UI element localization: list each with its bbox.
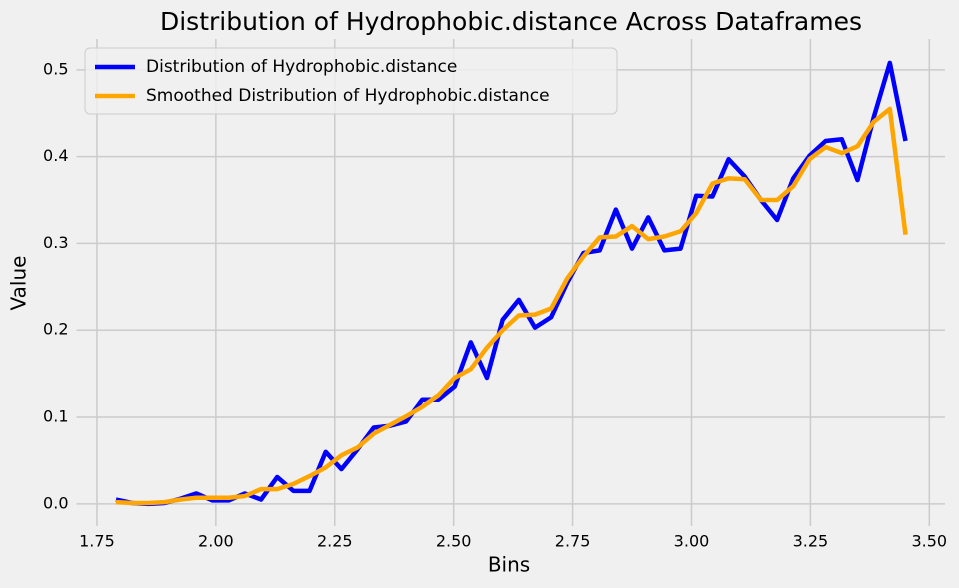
x-tick-label: 3.25 <box>793 532 829 551</box>
y-tick-label: 0.1 <box>43 407 68 426</box>
legend-label: Smoothed Distribution of Hydrophobic.dis… <box>146 86 550 106</box>
line-series <box>115 106 908 506</box>
x-tick-label: 2.75 <box>555 532 591 551</box>
y-tick-label: 0.5 <box>43 59 68 78</box>
y-axis-label: Value <box>7 256 31 311</box>
y-tick-label: 0.3 <box>43 233 68 252</box>
legend-label: Distribution of Hydrophobic.distance <box>146 57 457 77</box>
x-axis-label: Bins <box>488 553 530 577</box>
chart-title: Distribution of Hydrophobic.distance Acr… <box>160 7 862 36</box>
legend: Distribution of Hydrophobic.distance Smoo… <box>84 47 618 115</box>
y-tick-label: 0.4 <box>43 146 68 165</box>
x-tick-label: 2.50 <box>436 532 472 551</box>
legend-box <box>84 47 618 115</box>
x-tick-label: 2.25 <box>317 532 353 551</box>
y-tick-label: 0.0 <box>43 493 68 512</box>
x-tick-label: 1.75 <box>79 532 115 551</box>
lines <box>115 60 908 507</box>
x-tick-label: 2.00 <box>198 532 234 551</box>
x-tick-label: 3.50 <box>911 532 947 551</box>
y-tick-label: 0.2 <box>43 320 68 339</box>
x-tick-label: 3.00 <box>674 532 710 551</box>
